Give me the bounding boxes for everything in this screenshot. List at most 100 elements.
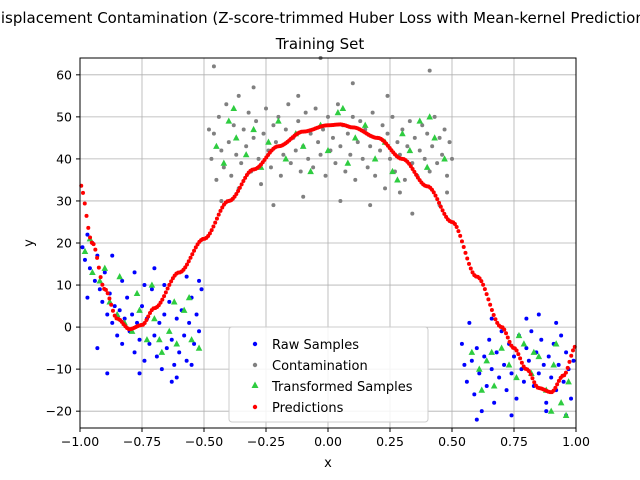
contamination-point bbox=[355, 140, 360, 145]
raw-samples-point bbox=[122, 316, 127, 321]
predictions-point bbox=[95, 255, 100, 260]
contamination-point bbox=[338, 144, 343, 149]
raw-samples-point bbox=[125, 295, 130, 300]
legend-marker-contamination bbox=[252, 362, 258, 368]
raw-samples-point bbox=[140, 304, 144, 309]
predictions-point bbox=[482, 287, 487, 292]
raw-samples-point bbox=[172, 362, 177, 367]
x-tick-label: −1.00 bbox=[61, 434, 99, 449]
raw-samples-point bbox=[477, 371, 482, 376]
predictions-point bbox=[88, 235, 93, 240]
raw-samples-point bbox=[135, 320, 140, 325]
contamination-point bbox=[350, 81, 355, 86]
raw-samples-point bbox=[132, 350, 137, 355]
raw-samples-point bbox=[167, 299, 172, 304]
y-tick-label: 30 bbox=[56, 193, 72, 208]
predictions-point bbox=[184, 262, 189, 267]
raw-samples-point bbox=[469, 358, 474, 363]
contamination-point bbox=[321, 127, 326, 132]
transformed-samples-point bbox=[156, 336, 163, 343]
contamination-point bbox=[373, 173, 378, 178]
predictions-point bbox=[160, 297, 165, 302]
contamination-point bbox=[402, 177, 407, 182]
transformed-samples-point bbox=[282, 155, 290, 162]
contamination-point bbox=[410, 161, 415, 166]
contamination-point bbox=[306, 156, 311, 161]
contamination-point bbox=[343, 169, 348, 174]
predictions-point bbox=[459, 239, 464, 244]
raw-samples-point bbox=[82, 257, 87, 262]
raw-samples-point bbox=[169, 379, 174, 384]
contamination-point bbox=[323, 173, 328, 178]
contamination-point bbox=[432, 114, 437, 119]
raw-samples-point bbox=[484, 383, 489, 388]
predictions-point bbox=[514, 348, 519, 353]
raw-samples-point bbox=[571, 358, 576, 363]
predictions-point bbox=[567, 359, 572, 364]
transformed-samples-point bbox=[475, 365, 483, 372]
predictions-point bbox=[465, 256, 470, 261]
raw-samples-point bbox=[162, 312, 167, 317]
raw-samples-point bbox=[174, 375, 179, 380]
legend-label-contamination: Contamination bbox=[272, 359, 368, 374]
contamination-point bbox=[234, 152, 239, 157]
y-tick-label: 60 bbox=[56, 67, 72, 82]
predictions-point bbox=[144, 318, 149, 323]
transformed-samples-point bbox=[505, 361, 513, 368]
contamination-point bbox=[308, 131, 313, 136]
predictions-point bbox=[488, 302, 493, 307]
contamination-point bbox=[239, 161, 244, 166]
transformed-samples-point bbox=[426, 113, 433, 120]
raw-samples-point bbox=[105, 312, 110, 317]
legend-marker-transformed-samples bbox=[251, 381, 259, 388]
contamination-point bbox=[430, 144, 435, 149]
contamination-point bbox=[368, 144, 373, 149]
contamination-point bbox=[397, 190, 402, 195]
transformed-samples-point bbox=[468, 348, 476, 355]
contamination-point bbox=[293, 148, 298, 153]
transformed-samples-point bbox=[173, 340, 181, 347]
predictions-point bbox=[504, 331, 509, 336]
raw-samples-point bbox=[529, 329, 534, 334]
predictions-point bbox=[93, 247, 98, 252]
contamination-point bbox=[420, 123, 425, 128]
contamination-point bbox=[226, 140, 231, 145]
predictions-point bbox=[165, 286, 170, 291]
predictions-point bbox=[463, 250, 468, 255]
legend-marker-predictions bbox=[252, 404, 258, 410]
raw-samples-point bbox=[132, 270, 137, 275]
transformed-samples-point bbox=[339, 104, 347, 112]
transformed-samples-point bbox=[148, 281, 156, 288]
transformed-samples-point bbox=[547, 407, 555, 414]
transformed-samples-point bbox=[562, 411, 570, 418]
raw-samples-point bbox=[102, 270, 107, 275]
predictions-point bbox=[158, 300, 163, 305]
raw-samples-point bbox=[559, 333, 564, 338]
predictions-point bbox=[98, 275, 103, 280]
raw-samples-point bbox=[564, 350, 569, 355]
predictions-point bbox=[528, 372, 533, 377]
predictions-point bbox=[530, 376, 535, 381]
raw-samples-point bbox=[502, 362, 507, 367]
raw-samples-point bbox=[536, 371, 541, 376]
contamination-point bbox=[211, 64, 216, 69]
contamination-point bbox=[333, 161, 338, 166]
predictions-point bbox=[110, 308, 115, 313]
contamination-point bbox=[251, 85, 256, 90]
raw-samples-point bbox=[459, 341, 464, 346]
raw-samples-point bbox=[157, 320, 162, 325]
predictions-point bbox=[438, 204, 443, 209]
contamination-point bbox=[405, 144, 410, 149]
contamination-point bbox=[380, 123, 385, 128]
raw-samples-point bbox=[464, 379, 469, 384]
raw-samples-point bbox=[519, 367, 524, 372]
predictions-point bbox=[162, 294, 167, 299]
predictions-point bbox=[491, 312, 496, 317]
predictions-point bbox=[96, 265, 101, 270]
raw-samples-point bbox=[174, 316, 179, 321]
x-tick-label: 1.00 bbox=[562, 434, 590, 449]
contamination-point bbox=[442, 127, 447, 132]
raw-samples-point bbox=[554, 320, 559, 325]
raw-samples-point bbox=[117, 308, 122, 313]
contamination-point bbox=[206, 127, 211, 132]
